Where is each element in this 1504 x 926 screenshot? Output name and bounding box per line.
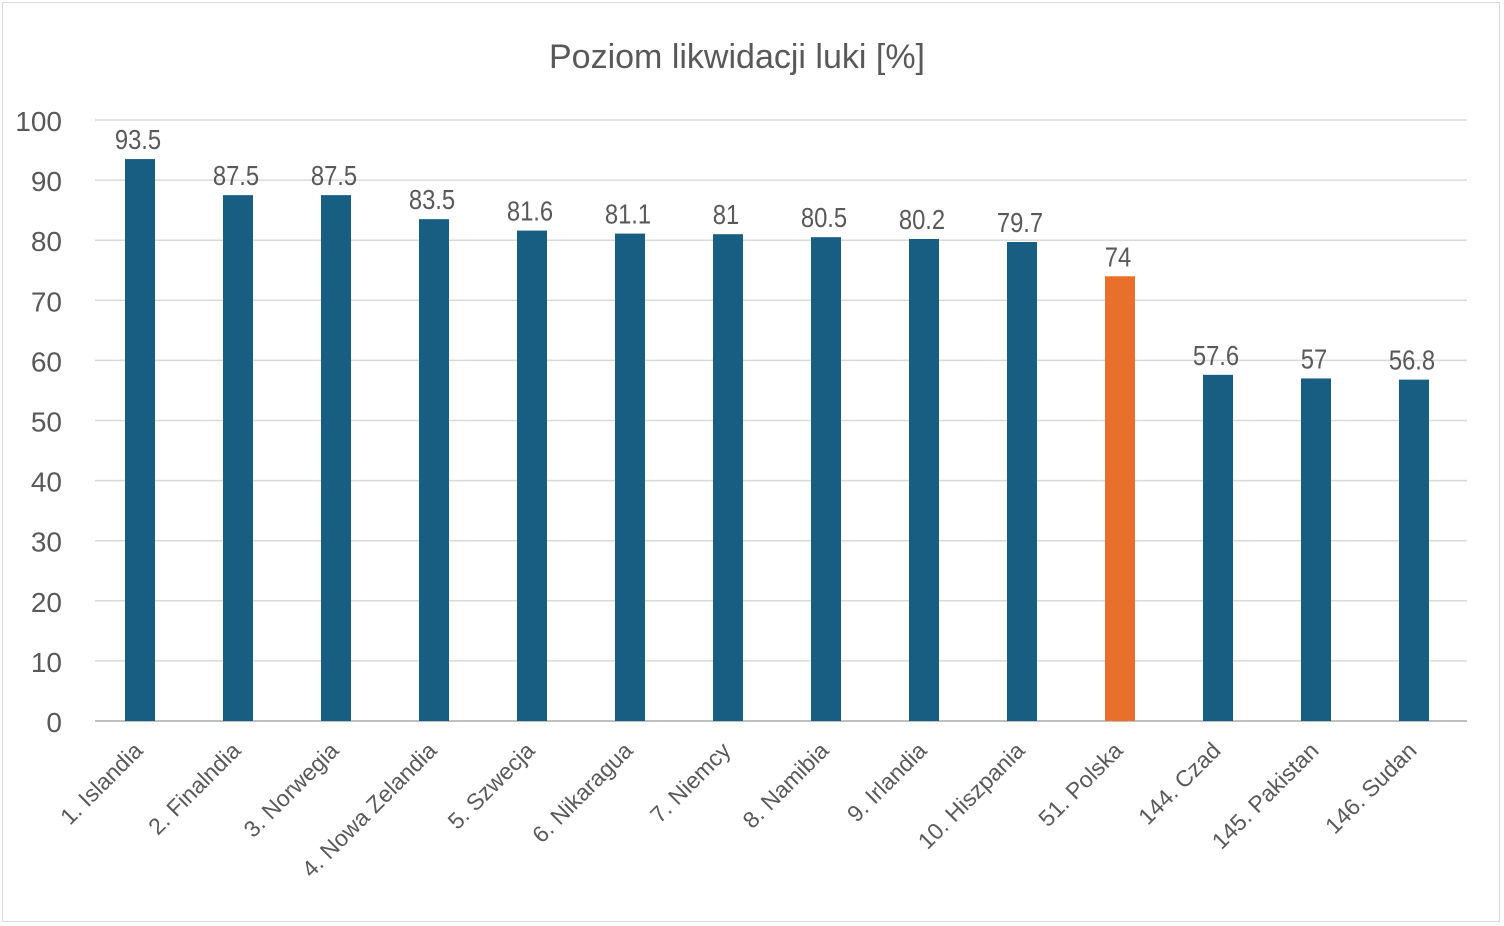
chart-title: Poziom likwidacji luki [%] bbox=[549, 38, 925, 76]
bar bbox=[1007, 242, 1037, 722]
data-label: 80.5 bbox=[801, 201, 847, 233]
x-tick-label: 5. Szwecja bbox=[443, 737, 540, 834]
x-tick-label: 3. Norwegia bbox=[238, 737, 343, 842]
bar bbox=[419, 219, 449, 722]
bar bbox=[223, 195, 253, 721]
data-label: 83.5 bbox=[409, 183, 455, 215]
data-label: 87.5 bbox=[311, 159, 357, 191]
data-label: 81.6 bbox=[507, 195, 553, 227]
y-tick-label: 0 bbox=[46, 707, 62, 738]
data-label: 87.5 bbox=[213, 159, 259, 191]
x-tick-label: 2. Finalndia bbox=[143, 737, 246, 840]
data-label: 57 bbox=[1301, 343, 1327, 375]
y-tick-label: 80 bbox=[31, 226, 62, 257]
data-label: 81.1 bbox=[605, 198, 651, 230]
bar bbox=[811, 237, 841, 721]
x-tick-label: 6. Nikaragua bbox=[527, 737, 638, 848]
bar bbox=[517, 230, 547, 722]
y-tick-label: 90 bbox=[31, 166, 62, 197]
y-tick-label: 40 bbox=[31, 467, 62, 498]
bar bbox=[615, 233, 645, 722]
bar bbox=[1105, 276, 1135, 721]
data-label: 74 bbox=[1105, 240, 1131, 272]
y-tick-label: 50 bbox=[31, 407, 62, 438]
data-label: 81 bbox=[713, 198, 739, 230]
y-tick-label: 70 bbox=[31, 286, 62, 317]
bar bbox=[125, 159, 155, 721]
x-tick-label: 7. Niemcy bbox=[645, 737, 736, 828]
y-tick-label: 10 bbox=[31, 647, 62, 678]
y-tick-label: 100 bbox=[15, 106, 62, 137]
x-tick-label: 146. Sudan bbox=[1320, 737, 1422, 839]
x-tick-label: 144. Czad bbox=[1133, 737, 1226, 830]
x-tick-label: 8. Namibia bbox=[737, 737, 833, 833]
bar bbox=[1301, 378, 1331, 721]
bar bbox=[321, 195, 351, 721]
bar bbox=[909, 238, 939, 722]
y-tick-label: 20 bbox=[31, 587, 62, 618]
data-label: 93.5 bbox=[115, 123, 161, 155]
data-label: 56.8 bbox=[1389, 344, 1435, 376]
x-tick-label: 9. Irlandia bbox=[842, 737, 932, 827]
bar bbox=[1399, 379, 1429, 721]
y-tick-label: 30 bbox=[31, 527, 62, 558]
data-label: 80.2 bbox=[899, 203, 945, 235]
data-label: 57.6 bbox=[1193, 339, 1239, 371]
bar bbox=[713, 234, 743, 721]
data-label: 79.7 bbox=[997, 206, 1043, 238]
bar bbox=[1203, 374, 1233, 721]
y-tick-label: 60 bbox=[31, 346, 62, 377]
x-tick-label: 1. Islandia bbox=[55, 737, 148, 830]
x-tick-label: 51. Polska bbox=[1033, 737, 1127, 831]
